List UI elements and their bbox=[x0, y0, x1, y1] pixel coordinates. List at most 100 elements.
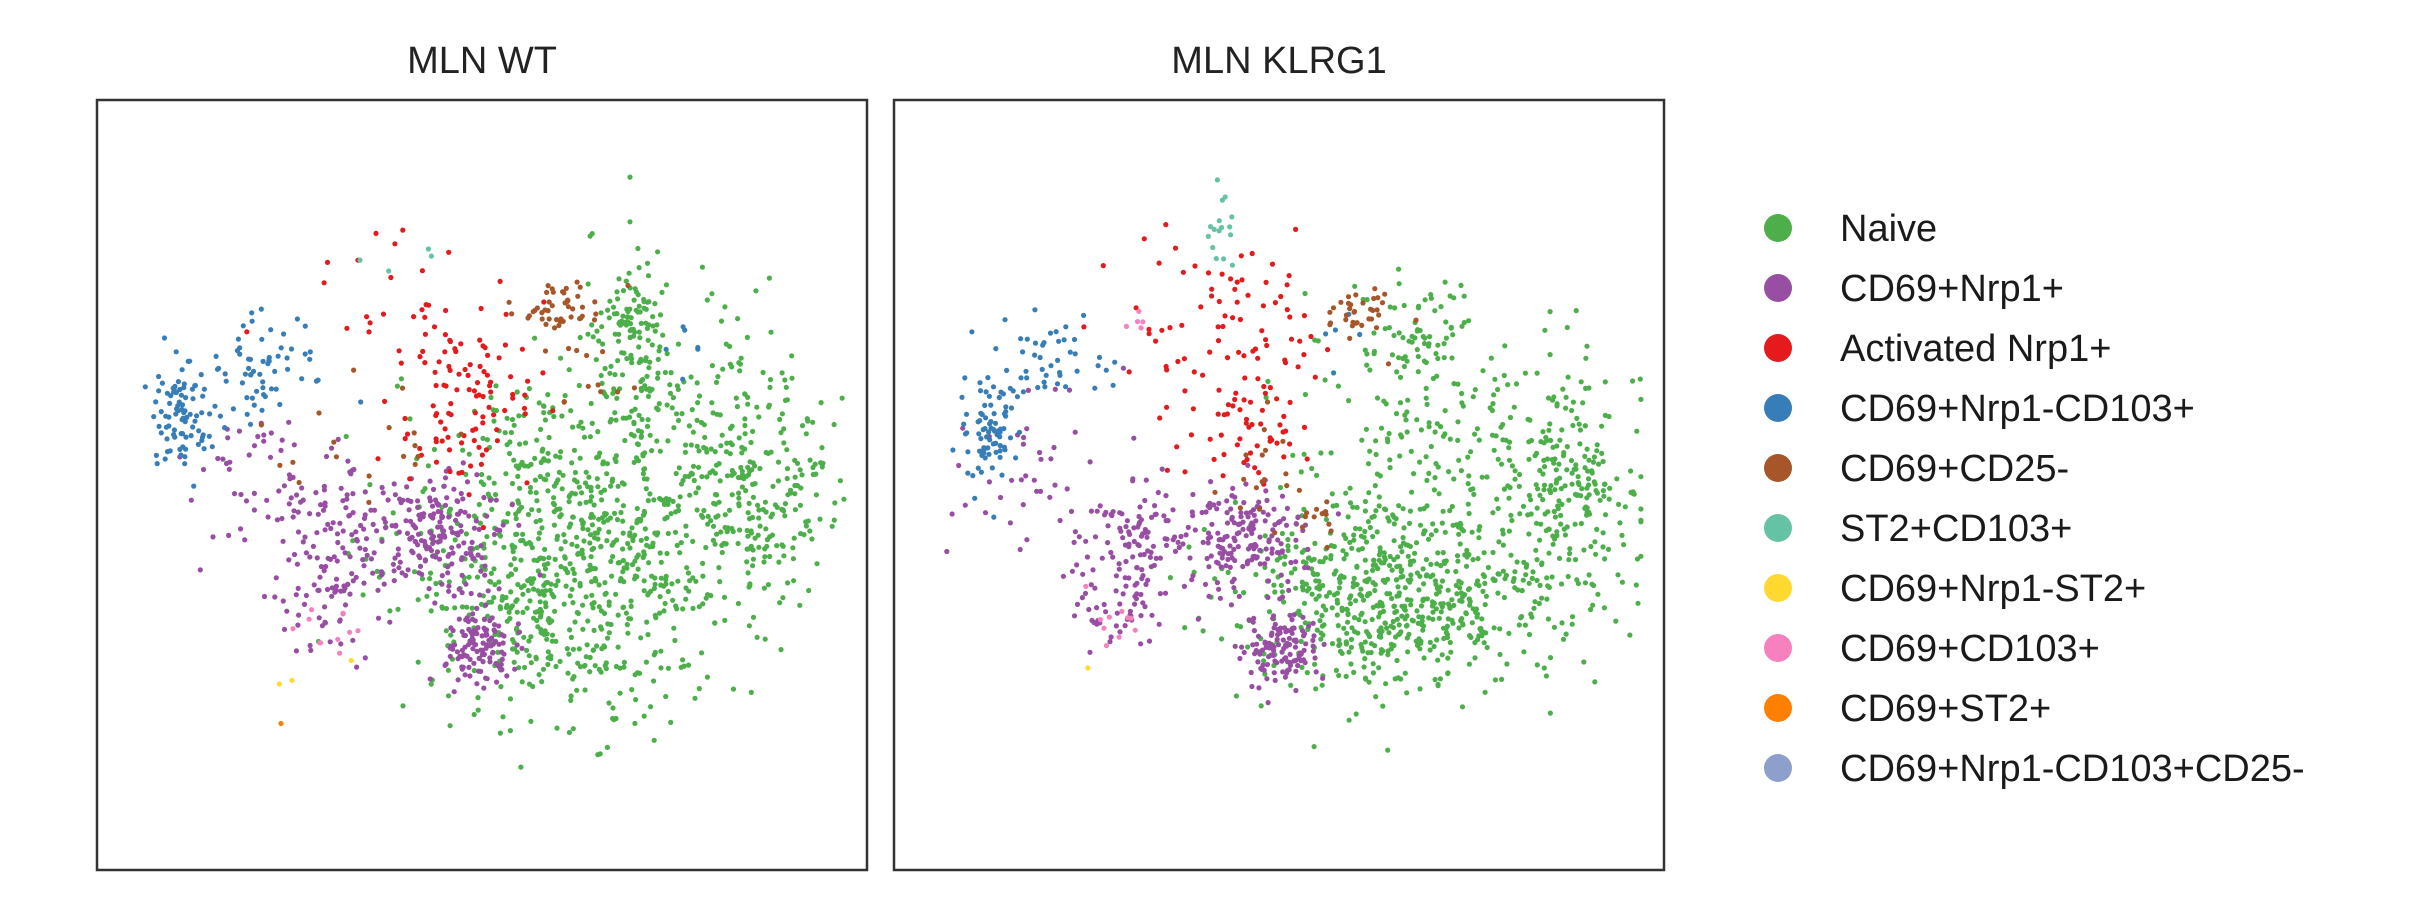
point-naive bbox=[1400, 335, 1406, 341]
point-cd69-nrp1-cd103 bbox=[1067, 349, 1073, 355]
point-cd69-nrp1 bbox=[1064, 486, 1070, 492]
point-naive bbox=[673, 470, 679, 477]
point-cd69-nrp1 bbox=[460, 664, 466, 670]
point-cd69-nrp1 bbox=[1021, 434, 1027, 441]
point-naive bbox=[551, 522, 558, 528]
point-naive bbox=[491, 566, 497, 572]
point-cd69-nrp1-cd103 bbox=[1110, 382, 1116, 388]
point-naive bbox=[1387, 465, 1393, 471]
point-cd69-nrp1 bbox=[1052, 482, 1058, 488]
point-naive bbox=[517, 441, 523, 447]
point-naive bbox=[712, 491, 719, 498]
point-naive bbox=[636, 412, 642, 418]
point-naive bbox=[629, 562, 636, 568]
point-naive bbox=[1565, 374, 1571, 380]
point-naive bbox=[645, 337, 651, 343]
point-naive bbox=[1396, 503, 1402, 509]
point-st2-cd103 bbox=[425, 246, 431, 252]
point-naive bbox=[1424, 477, 1430, 483]
point-naive bbox=[700, 560, 706, 567]
point-activated-nrp1 bbox=[1256, 470, 1262, 476]
point-naive bbox=[395, 606, 401, 612]
point-naive bbox=[1534, 370, 1540, 376]
point-naive bbox=[1299, 664, 1305, 671]
point-naive bbox=[487, 578, 493, 584]
point-cd69-nrp1-cd103 bbox=[164, 390, 170, 396]
point-cd69-cd25 bbox=[591, 317, 598, 323]
point-cd69-nrp1 bbox=[415, 531, 422, 537]
point-cd69-nrp1 bbox=[1108, 549, 1114, 556]
point-naive bbox=[592, 575, 598, 582]
point-cd69-nrp1 bbox=[395, 552, 401, 558]
point-cd69-nrp1-cd103 bbox=[1020, 349, 1026, 355]
point-naive bbox=[726, 507, 733, 513]
point-naive bbox=[618, 509, 624, 516]
point-naive bbox=[1520, 503, 1527, 509]
point-cd69-nrp1 bbox=[1215, 560, 1221, 566]
point-naive bbox=[1313, 596, 1319, 602]
point-naive bbox=[1507, 414, 1514, 421]
point-naive bbox=[640, 554, 646, 561]
point-cd69-nrp1-cd103 bbox=[183, 446, 189, 452]
point-cd69-nrp1-cd103 bbox=[206, 433, 212, 439]
point-naive bbox=[589, 546, 595, 553]
point-naive bbox=[1423, 359, 1429, 366]
point-naive bbox=[428, 681, 434, 687]
point-naive bbox=[729, 467, 736, 474]
point-naive bbox=[661, 583, 667, 589]
point-cd69-nrp1-cd103 bbox=[196, 428, 202, 434]
point-cd69-nrp1 bbox=[479, 652, 485, 658]
point-cd69-nrp1 bbox=[349, 467, 355, 473]
point-st2-cd103 bbox=[357, 257, 363, 263]
point-cd69-nrp1 bbox=[1134, 580, 1140, 586]
point-cd69-nrp1 bbox=[1224, 498, 1230, 504]
point-naive bbox=[594, 476, 600, 482]
point-naive bbox=[514, 389, 520, 395]
point-naive bbox=[1362, 528, 1368, 535]
point-naive bbox=[1434, 637, 1440, 643]
point-naive bbox=[1534, 577, 1540, 584]
point-activated-nrp1 bbox=[1182, 469, 1188, 475]
point-naive bbox=[1309, 465, 1315, 472]
point-naive bbox=[577, 334, 583, 341]
point-cd69-nrp1 bbox=[1293, 657, 1299, 664]
point-naive bbox=[1241, 590, 1247, 596]
point-naive bbox=[1422, 297, 1428, 303]
point-naive bbox=[1371, 513, 1377, 519]
point-naive bbox=[1385, 439, 1391, 445]
point-cd69-nrp1-cd103 bbox=[183, 434, 189, 440]
point-cd69-nrp1 bbox=[350, 491, 356, 497]
point-naive bbox=[1442, 279, 1448, 285]
point-cd69-nrp1 bbox=[496, 623, 502, 629]
point-naive bbox=[1569, 470, 1575, 476]
point-cd69-nrp1 bbox=[225, 435, 231, 441]
scatter-points-wt bbox=[142, 174, 847, 770]
point-cd69-nrp1 bbox=[1206, 593, 1212, 599]
point-naive bbox=[1265, 378, 1271, 384]
point-naive bbox=[699, 264, 706, 270]
point-cd69-nrp1 bbox=[496, 641, 502, 647]
point-naive bbox=[736, 501, 742, 507]
point-naive bbox=[581, 538, 587, 544]
point-naive bbox=[754, 634, 760, 640]
point-naive bbox=[1371, 351, 1377, 357]
point-cd69-nrp1-cd103 bbox=[222, 371, 228, 377]
point-cd69-nrp1 bbox=[1048, 456, 1054, 462]
point-cd69-nrp1 bbox=[1103, 509, 1109, 515]
point-cd69-nrp1 bbox=[1057, 517, 1063, 524]
point-cd69-nrp1 bbox=[362, 489, 368, 495]
point-naive bbox=[646, 560, 652, 566]
point-naive bbox=[662, 369, 669, 376]
point-naive bbox=[636, 265, 642, 271]
point-cd69-nrp1 bbox=[997, 494, 1004, 501]
point-naive bbox=[686, 423, 693, 429]
point-naive bbox=[1554, 403, 1560, 409]
point-cd69-cd103 bbox=[335, 636, 341, 642]
point-cd69-nrp1 bbox=[1250, 507, 1257, 513]
point-naive bbox=[1531, 605, 1537, 611]
point-naive bbox=[529, 507, 535, 513]
point-cd69-cd25 bbox=[1264, 399, 1271, 405]
legend-label: CD69+CD25- bbox=[1840, 448, 2069, 490]
point-naive bbox=[511, 545, 517, 551]
point-cd69-nrp1 bbox=[1219, 555, 1225, 561]
